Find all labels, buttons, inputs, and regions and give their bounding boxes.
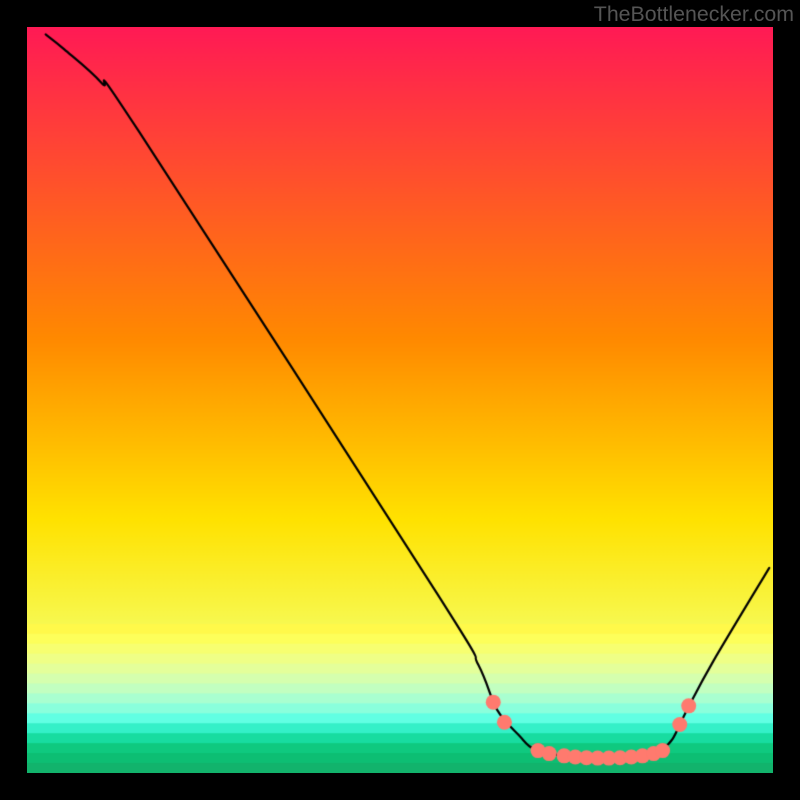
plot-area bbox=[27, 27, 773, 773]
watermark-label: TheBottlenecker.com bbox=[594, 2, 794, 27]
curve-layer bbox=[27, 27, 773, 773]
chart-root: TheBottlenecker.com bbox=[0, 0, 800, 800]
